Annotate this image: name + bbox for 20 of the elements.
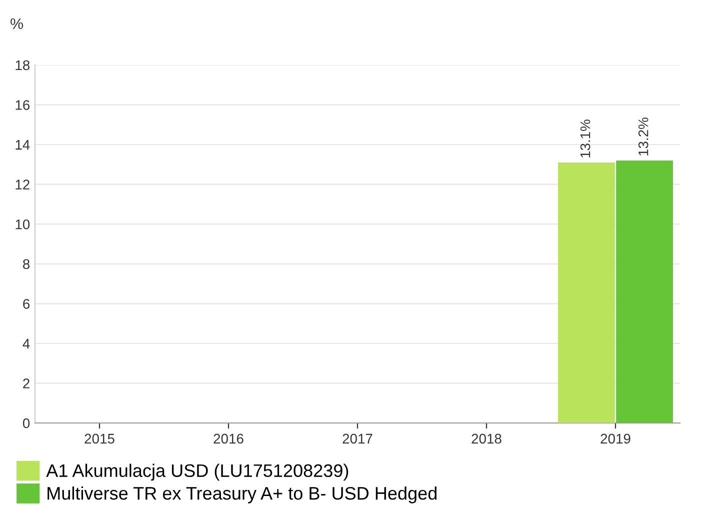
- x-tick-label: 2016: [214, 434, 244, 444]
- y-tick-label: 8: [23, 259, 30, 270]
- y-tick-label: 2: [23, 378, 30, 388]
- y-tick-label: 16: [16, 100, 30, 110]
- legend-label: A1 Akumulacja USD (LU1751208239): [46, 464, 348, 481]
- x-tick-label: 2017: [342, 434, 372, 444]
- y-tick-label: 4: [22, 338, 30, 348]
- x-tick-label: 2018: [472, 434, 502, 444]
- y-tick-label: 18: [16, 60, 30, 70]
- y-tick-label: 12: [16, 180, 30, 190]
- y-tick-label: 0: [22, 418, 30, 428]
- y-tick-label: 14: [16, 140, 30, 150]
- x-tick-label: 2019: [600, 434, 630, 444]
- y-tick-label: 10: [16, 219, 30, 230]
- legend-label: Multiverse TR ex Treasury A+ to B- USD Hedged: [48, 486, 436, 504]
- x-tick-label: 2015: [84, 434, 114, 444]
- y-tick-label: 6: [23, 299, 30, 309]
- y-axis-title: %: [10, 18, 24, 30]
- data-label: 13.1%: [580, 120, 590, 158]
- data-label: 13.2%: [638, 118, 648, 156]
